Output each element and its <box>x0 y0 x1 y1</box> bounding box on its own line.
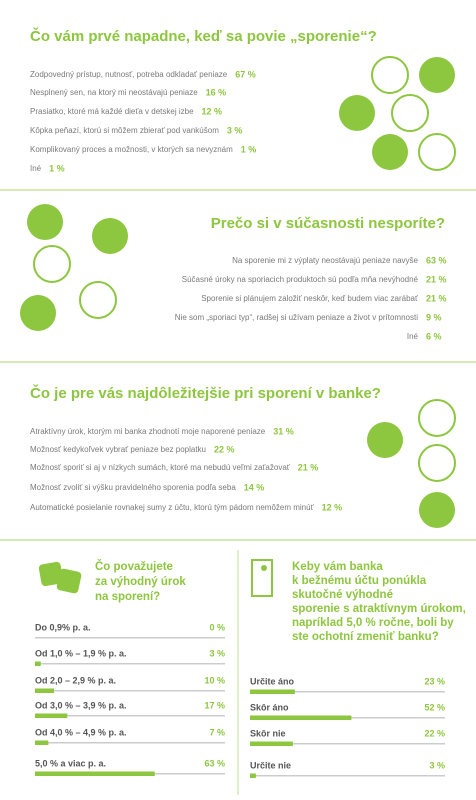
item-value: 21 % <box>298 462 319 472</box>
item-value: 16 % <box>206 87 227 97</box>
bar-track <box>35 715 225 717</box>
item-label: Na sporenie mi z výplaty neostávajú peni… <box>232 256 418 265</box>
item-label: Zodpovedný prístup, nutnosť, potreba odk… <box>30 70 228 79</box>
bar <box>35 740 49 745</box>
item-value: 31 % <box>273 426 294 436</box>
bar-track <box>35 742 225 744</box>
option-label: Od 2,0 – 2,9 % p. a. <box>35 675 116 685</box>
option-value: 7 % <box>209 727 225 737</box>
poll-title: skutočné výhodné <box>292 589 393 601</box>
icons <box>20 56 456 597</box>
poll-title: Čo považujete <box>95 560 173 573</box>
item-label: Atraktívny úrok, ktorým mi banka zhodnot… <box>30 427 266 436</box>
option-value: 63 % <box>204 758 225 768</box>
option-label: Určite nie <box>250 760 291 770</box>
option-label: Skôr nie <box>250 728 286 738</box>
item-value: 1 % <box>241 144 257 154</box>
option-label: Skôr áno <box>250 702 289 712</box>
poll-title: k bežnému účtu ponúkla <box>292 575 427 587</box>
item-label: Prasiatko, ktoré má každé dieťa v detske… <box>30 107 194 116</box>
poll-title: napríklad 5,0 % ročne, boli by <box>292 617 454 629</box>
item-label: Automatické posielanie rovnakej sumy z ú… <box>30 503 315 512</box>
option-label: 5,0 % a viac p. a. <box>35 758 106 768</box>
item-label: Možnosť sporiť si aj v nízkych sumách, k… <box>30 463 291 472</box>
bar-track <box>35 637 225 639</box>
item-label: Iné <box>30 164 42 173</box>
option-label: Od 1,0 % – 1,9 % p. a. <box>35 648 127 658</box>
bar-track <box>35 663 225 665</box>
item-label: Sporenie si plánujem založiť neskôr, keď… <box>201 294 419 303</box>
item-value: 67 % <box>235 69 256 79</box>
item-label: Nesplnený sen, na ktorý mi neostávajú pe… <box>30 88 198 97</box>
item-value: 21 % <box>426 293 447 303</box>
item-label: Súčasné úroky na sporiacich produktoch s… <box>182 275 419 284</box>
bar-track <box>250 775 445 777</box>
option-value: 17 % <box>204 700 225 710</box>
item-label: Iné <box>407 332 419 341</box>
option-value: 0 % <box>209 622 225 632</box>
option-value: 23 % <box>424 676 445 686</box>
bar <box>250 741 293 746</box>
poll-title: sporenie s atraktívnym úrokom, <box>292 603 466 615</box>
poll-title: za výhodný úrok <box>95 576 186 588</box>
item-value: 63 % <box>426 255 447 265</box>
bar <box>250 773 256 778</box>
item-value: 12 % <box>202 106 223 116</box>
poll-title: ste ochotní zmeniť banku? <box>292 631 439 643</box>
item-value: 22 % <box>214 444 235 454</box>
bar-track <box>250 743 445 745</box>
bar <box>250 715 352 720</box>
item-label: Možnosť kedykoľvek vybrať peniaze bez po… <box>30 445 206 454</box>
option-value: 3 % <box>209 648 225 658</box>
item-value: 9 % <box>426 312 442 322</box>
option-label: Od 3,0 % – 3,9 % p. a. <box>35 700 127 710</box>
poll-title: Keby vám banka <box>292 561 383 573</box>
bar <box>35 661 41 666</box>
item-value: 6 % <box>426 331 442 341</box>
option-label: Do 0,9% p. a. <box>35 622 91 632</box>
section-title: Čo je pre vás najdôležitejšie pri sporen… <box>30 384 381 402</box>
option-value: 22 % <box>424 728 445 738</box>
bar <box>35 713 68 718</box>
section-title: Prečo si v súčasnosti nesporíte? <box>211 215 445 232</box>
bar-track <box>250 691 445 693</box>
option-value: 52 % <box>424 702 445 712</box>
item-value: 21 % <box>426 274 447 284</box>
bar <box>35 688 54 693</box>
item-label: Kôpka peňazí, ktorú si môžem zbierať pod… <box>30 126 219 135</box>
item-label: Možnosť zvoliť si výšku pravidelného spo… <box>30 483 236 492</box>
item-label: Komplikovaný proces a možnosti, v ktorýc… <box>30 145 233 154</box>
item-value: 12 % <box>322 502 343 512</box>
item-value: 1 % <box>49 163 65 173</box>
option-value: 3 % <box>429 760 445 770</box>
bar <box>35 771 155 776</box>
item-value: 14 % <box>244 482 265 492</box>
poll-title: na sporení? <box>95 591 160 603</box>
option-value: 10 % <box>204 675 225 685</box>
bar <box>250 689 295 694</box>
item-value: 3 % <box>227 125 243 135</box>
item-label: Nie som „sporiaci typ“, radšej si užívam… <box>175 313 418 322</box>
option-label: Určite áno <box>250 676 295 686</box>
option-label: Od 4,0 % – 4,9 % p. a. <box>35 727 127 737</box>
separators <box>0 189 476 795</box>
section-title: Čo vám prvé napadne, keď sa povie „spore… <box>30 27 377 45</box>
bar-track <box>35 690 225 692</box>
